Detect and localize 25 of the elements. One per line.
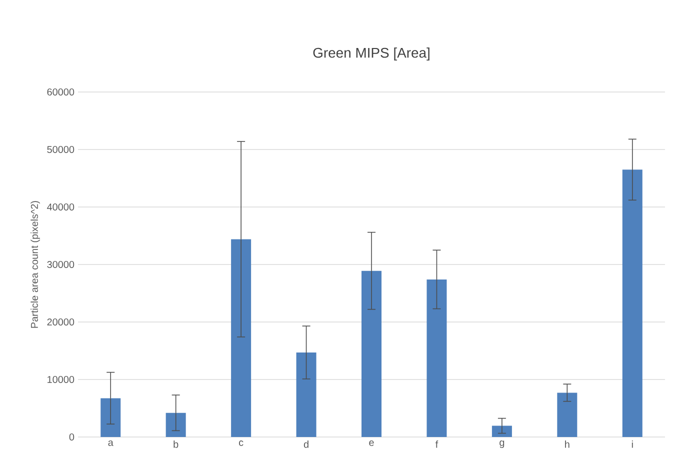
x-tick-label: d (304, 440, 308, 448)
bar (426, 279, 447, 437)
bar (362, 270, 382, 437)
x-tick-label: b (174, 440, 178, 448)
bar (296, 352, 316, 437)
bar (622, 170, 642, 437)
x-tick-label: f (435, 440, 438, 448)
y-tick-label: 50000 (47, 146, 74, 154)
x-tick-label: h (565, 440, 570, 448)
x-tick-label: c (238, 440, 244, 446)
chart-title: Green MIPS [Area] (313, 48, 430, 60)
bar (557, 392, 578, 437)
y-tick-label: 0 (69, 433, 74, 441)
x-tick-label: a (108, 440, 114, 446)
bar (231, 239, 252, 437)
bar (492, 426, 512, 437)
y-tick-label: 60000 (47, 88, 74, 96)
y-tick-label: 40000 (47, 203, 74, 211)
x-tick-label: e (369, 440, 374, 446)
x-tick-label: i (632, 440, 633, 448)
y-tick-label: 30000 (47, 260, 74, 268)
y-tick-label: 20000 (47, 318, 74, 326)
y-axis-title: Particle area count (pixels^2) (30, 201, 40, 328)
y-tick-label: 10000 (48, 376, 74, 384)
x-tick-label: g (500, 440, 504, 448)
